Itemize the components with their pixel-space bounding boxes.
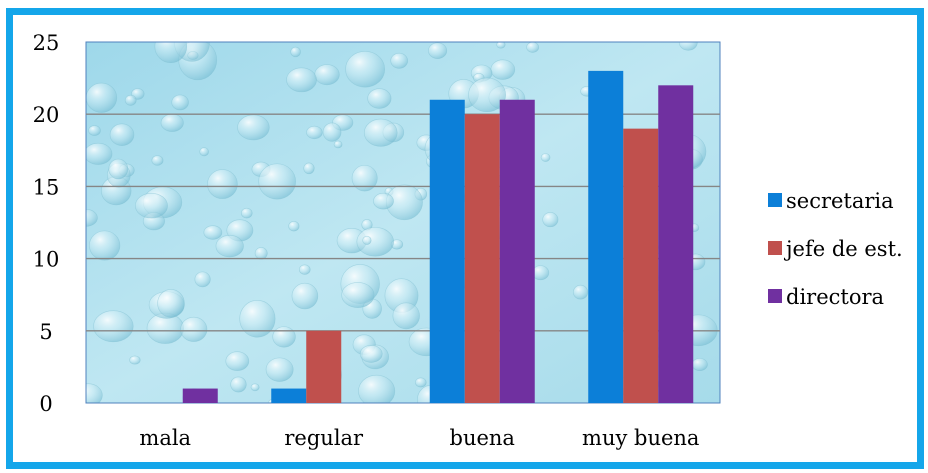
water-droplet (306, 125, 323, 140)
water-droplet (86, 383, 103, 403)
water-droplet (272, 326, 296, 348)
water-droplet (573, 284, 589, 300)
water-droplet (322, 122, 342, 142)
water-droplet (367, 88, 392, 109)
bar-directora (182, 388, 218, 403)
bar-secretaria (271, 388, 307, 403)
water-droplet (239, 300, 276, 338)
legend-label: jefe de est. (783, 237, 903, 261)
water-droplet (254, 247, 268, 260)
water-droplet (207, 169, 238, 199)
y-tick-label: 25 (33, 31, 60, 55)
water-droplet (86, 82, 118, 113)
water-droplet (341, 282, 375, 308)
water-droplet (286, 67, 317, 93)
water-droplet (526, 42, 540, 53)
water-droplet (194, 271, 211, 288)
water-droplet (240, 207, 253, 219)
y-tick-label: 20 (33, 103, 60, 127)
y-tick-label: 0 (39, 392, 52, 416)
water-droplet (303, 162, 315, 175)
x-tick-label: muy buena (582, 426, 699, 450)
water-droplet (496, 42, 506, 49)
water-droplet (468, 77, 506, 113)
water-droplet (531, 265, 550, 281)
bar-secretaria (429, 99, 465, 403)
water-droplet (171, 94, 189, 111)
water-droplet (358, 374, 396, 403)
y-tick-label: 10 (33, 248, 60, 272)
bar-jefe-de-est (623, 128, 659, 403)
bar-jefe-de-est (464, 114, 500, 403)
bar-secretaria (588, 70, 624, 403)
water-droplet (299, 264, 311, 275)
water-droplet (215, 235, 244, 258)
water-droplet (265, 357, 294, 382)
water-droplet (345, 51, 385, 88)
x-tick-label: regular (284, 426, 364, 450)
water-droplet (390, 52, 408, 69)
water-droplet (129, 355, 141, 365)
water-droplet (124, 94, 137, 106)
water-droplet (356, 227, 394, 257)
water-droplet (288, 221, 300, 232)
legend: secretaria jefe de est. directora (768, 189, 903, 309)
water-droplet (250, 383, 260, 392)
bar-jefe-de-est (306, 330, 342, 403)
water-droplet (88, 125, 101, 136)
water-droplet (373, 192, 394, 210)
water-droplet (199, 147, 209, 157)
water-droplet (230, 376, 247, 393)
legend-swatch (768, 289, 782, 303)
bar-directora (658, 85, 694, 403)
water-droplet (290, 46, 301, 58)
water-droplet (108, 158, 129, 180)
water-droplet (154, 42, 188, 64)
x-axis-ticks: mala regular buena muy buena (139, 426, 699, 450)
water-droplet (392, 302, 420, 330)
water-droplet (157, 289, 185, 318)
water-droplet (258, 163, 296, 200)
water-droplet (363, 118, 398, 147)
water-droplet (109, 123, 135, 146)
water-droplet (180, 316, 208, 342)
water-droplet (540, 153, 551, 162)
water-droplet (333, 140, 343, 149)
water-droplet (415, 377, 427, 388)
water-droplet (135, 192, 168, 219)
water-droplet (542, 212, 559, 228)
water-droplet (225, 351, 250, 371)
water-droplet (291, 282, 319, 310)
water-droplet (86, 142, 113, 165)
bars (182, 70, 694, 403)
water-droplet (359, 344, 383, 363)
y-tick-label: 15 (33, 175, 60, 199)
y-tick-label: 5 (39, 320, 52, 344)
x-tick-label: mala (139, 426, 191, 450)
water-droplet (314, 64, 340, 86)
water-droplet (237, 114, 270, 141)
water-droplet (203, 225, 223, 240)
water-droplet (89, 230, 121, 261)
water-droplet (678, 42, 698, 51)
bar-directora (499, 99, 535, 403)
water-droplet (151, 155, 164, 166)
x-tick-label: buena (450, 426, 515, 450)
legend-swatch (768, 241, 782, 255)
water-droplet (362, 235, 372, 245)
y-axis-ticks: 0 5 10 15 20 25 (33, 31, 60, 416)
legend-label: directora (786, 285, 884, 309)
water-droplet (160, 113, 184, 132)
water-droplet (490, 59, 516, 80)
water-droplet (428, 42, 448, 59)
water-droplet (691, 358, 708, 371)
legend-swatch (768, 193, 782, 207)
legend-label: secretaria (786, 189, 894, 213)
water-droplet (351, 164, 378, 192)
water-droplet (93, 310, 134, 343)
